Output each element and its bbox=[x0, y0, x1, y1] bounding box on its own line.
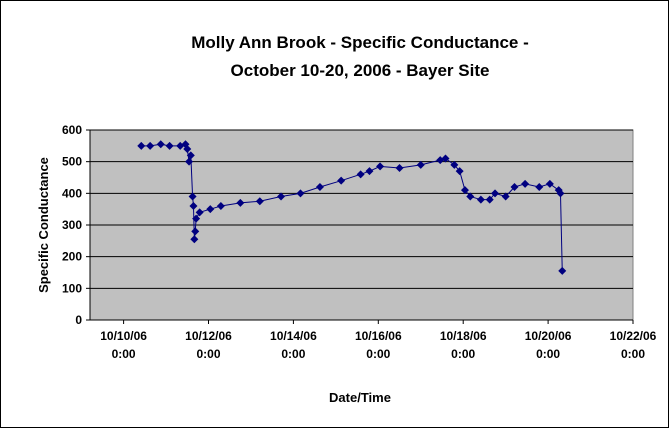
data-point bbox=[191, 227, 200, 236]
data-point bbox=[558, 266, 567, 275]
y-tick-label: 400 bbox=[62, 186, 82, 200]
y-tick-label: 300 bbox=[62, 218, 82, 232]
data-point bbox=[416, 160, 425, 169]
x-tick-label: 10/16/06 0:00 bbox=[355, 329, 402, 361]
y-tick-label: 0 bbox=[75, 313, 82, 327]
data-point bbox=[137, 141, 146, 150]
data-point bbox=[521, 179, 530, 188]
chart-title: October 10-20, 2006 - Bayer Site bbox=[231, 61, 490, 80]
y-tick-label: 200 bbox=[62, 250, 82, 264]
data-point bbox=[165, 141, 174, 150]
data-point bbox=[485, 195, 494, 204]
data-point bbox=[315, 183, 324, 191]
data-point bbox=[183, 145, 192, 153]
data-point bbox=[356, 170, 365, 179]
data-point bbox=[441, 154, 450, 163]
data-point bbox=[156, 140, 165, 149]
data-point bbox=[455, 167, 464, 176]
data-point bbox=[188, 192, 197, 201]
data-point bbox=[476, 195, 485, 204]
data-point bbox=[510, 183, 519, 191]
data-point bbox=[491, 189, 500, 198]
x-tick-label: 10/10/06 0:00 bbox=[100, 329, 147, 361]
x-tick-label: 10/14/06 0:00 bbox=[270, 329, 317, 361]
y-tick-label: 100 bbox=[62, 281, 82, 295]
y-tick-label: 600 bbox=[62, 123, 82, 137]
data-point bbox=[216, 202, 225, 210]
data-point bbox=[545, 179, 554, 188]
data-point bbox=[556, 189, 565, 198]
chart-title: Molly Ann Brook - Specific Conductance - bbox=[191, 33, 529, 52]
data-point bbox=[192, 214, 201, 223]
y-tick-label: 500 bbox=[62, 155, 82, 169]
data-point bbox=[395, 164, 404, 172]
data-point bbox=[466, 192, 475, 201]
data-point bbox=[277, 192, 286, 201]
data-point bbox=[236, 198, 245, 207]
data-point bbox=[185, 157, 194, 166]
data-point bbox=[365, 167, 374, 176]
data-point bbox=[206, 205, 215, 214]
y-axis-label: Specific Conductance bbox=[36, 157, 51, 293]
data-point bbox=[337, 176, 346, 185]
data-point bbox=[190, 235, 199, 244]
data-point bbox=[460, 186, 469, 195]
data-point bbox=[189, 202, 198, 210]
x-tick-label: 10/18/06 0:00 bbox=[440, 329, 487, 361]
data-point bbox=[376, 162, 385, 171]
data-point bbox=[186, 151, 195, 160]
data-point bbox=[535, 183, 544, 191]
x-tick-label: 10/20/06 0:00 bbox=[525, 329, 572, 361]
x-axis-label: Date/Time bbox=[329, 390, 391, 405]
data-point bbox=[146, 141, 155, 150]
data-point bbox=[501, 192, 510, 201]
data-point bbox=[255, 197, 264, 206]
x-tick-label: 10/12/06 0:00 bbox=[185, 329, 232, 361]
data-point bbox=[450, 160, 459, 169]
x-tick-label: 10/22/06 0:00 bbox=[610, 329, 657, 361]
data-point bbox=[296, 189, 305, 198]
data-point bbox=[195, 208, 204, 217]
